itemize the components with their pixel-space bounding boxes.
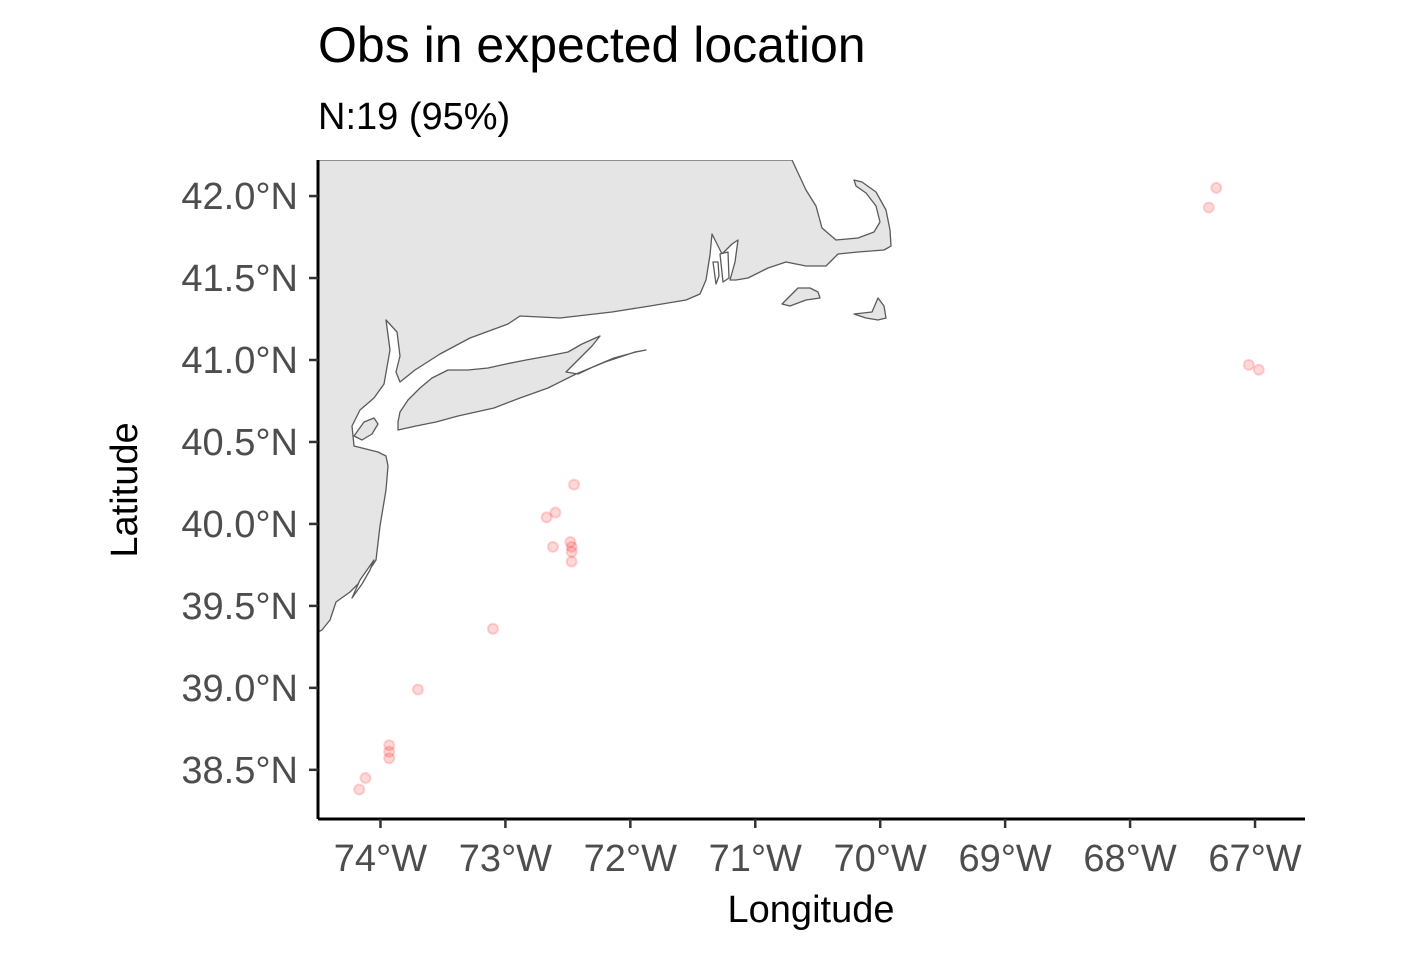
x-tick-label: 68°W (1083, 838, 1176, 880)
observation-point (540, 511, 553, 524)
observation-point (1202, 201, 1215, 214)
observation-points (353, 181, 1265, 796)
observation-point (546, 540, 559, 553)
y-axis-title: Latitude (104, 422, 146, 557)
observation-point (486, 622, 499, 635)
x-tick-label: 72°W (584, 838, 677, 880)
y-axis: 38.5°N 39.0°N 39.5°N 40.0°N 40.5°N 41.0°N 41.5… (181, 176, 318, 792)
y-tick-label: 39.5°N (181, 586, 298, 628)
narragansett-bay-east (719, 251, 730, 283)
y-tick-label: 42.0°N (181, 176, 298, 218)
y-tick-label: 41.5°N (181, 258, 298, 300)
observation-point (383, 752, 396, 765)
chart-title: Obs in expected location (318, 17, 866, 73)
delaware-bay (351, 559, 375, 599)
y-tick-label: 39.0°N (181, 668, 298, 710)
observation-point (565, 545, 578, 558)
marthas-vineyard-island (781, 287, 821, 307)
observation-point (568, 478, 581, 491)
x-tick-label: 70°W (834, 838, 927, 880)
observation-point (383, 745, 396, 758)
x-axis-title: Longitude (728, 889, 895, 931)
observation-point (1252, 363, 1265, 376)
observation-point (565, 555, 578, 568)
observation-point (359, 772, 372, 784)
observation-point (549, 506, 562, 519)
x-axis: 74°W 73°W 72°W 71°W 70°W 69°W 68°W 67°W (334, 819, 1302, 880)
staten-island (353, 417, 379, 441)
x-tick-label: 73°W (459, 838, 552, 880)
basemap (318, 160, 892, 633)
observation-point (564, 536, 577, 548)
y-tick-label: 40.5°N (181, 422, 298, 464)
y-tick-label: 38.5°N (181, 750, 298, 792)
observation-point (411, 683, 424, 696)
x-tick-label: 74°W (334, 838, 427, 880)
observation-point (1210, 181, 1223, 194)
chart-subtitle: N:19 (95%) (318, 96, 510, 138)
y-tick-label: 41.0°N (181, 340, 298, 382)
long-island (397, 335, 647, 431)
y-tick-label: 40.0°N (181, 504, 298, 546)
narragansett-bay (712, 261, 720, 285)
observation-point (565, 540, 578, 553)
x-tick-label: 71°W (709, 838, 802, 880)
mainland-landmass (318, 160, 892, 633)
x-tick-label: 69°W (958, 838, 1051, 880)
nantucket-island (853, 297, 887, 321)
observation-point (383, 739, 396, 752)
observation-point (1242, 358, 1255, 371)
observation-point (353, 783, 366, 796)
x-tick-label: 67°W (1208, 838, 1301, 880)
